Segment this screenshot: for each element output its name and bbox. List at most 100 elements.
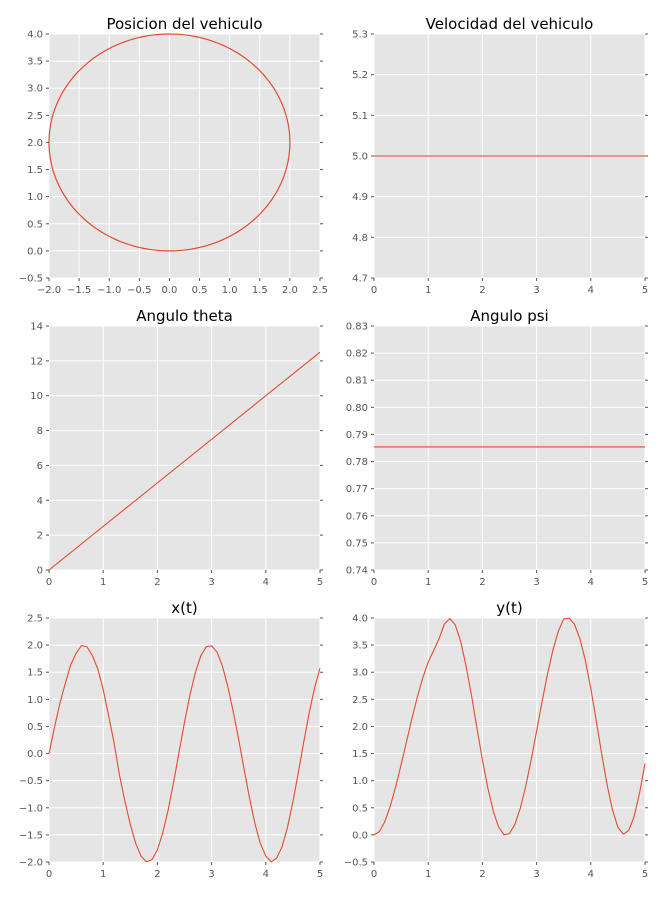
chart-title: Angulo theta bbox=[136, 307, 233, 325]
x-tick-label: 0.0 bbox=[161, 285, 177, 296]
y-tick-label: 0.77 bbox=[346, 484, 368, 495]
y-tick-label: −0.5 bbox=[19, 776, 43, 787]
y-tick-label: 0 bbox=[37, 566, 43, 577]
x-tick-label: 1.5 bbox=[252, 285, 268, 296]
y-tick-label: 1.0 bbox=[27, 192, 43, 203]
y-tick-label: 0.75 bbox=[346, 538, 368, 549]
subplot-x-t: 0 1 2 3 4 5 −2.0 −1.5 −1.0 −0.5 0.0 0.5 1.0 1.5 2.0 2.5… bbox=[19, 599, 323, 880]
x-tick-label: 5 bbox=[317, 577, 323, 588]
grid bbox=[373, 325, 646, 571]
x-tick-label: 1 bbox=[100, 869, 106, 880]
x-tick-label: 0 bbox=[46, 869, 52, 880]
data-layer bbox=[373, 617, 646, 836]
x-tick-label: 4 bbox=[588, 869, 594, 880]
y-tick-label: −0.5 bbox=[344, 858, 368, 869]
y-tick-label: −0.5 bbox=[19, 274, 43, 285]
y-tick-label: 8 bbox=[37, 426, 43, 437]
axis-ticks: 0 1 2 3 4 5 −0.5 0.0 0.5 1.0 1.5 2.0 2.5 3.0 3.5 4.0 bbox=[344, 614, 648, 881]
data-layer bbox=[48, 33, 291, 252]
chart-title: y(t) bbox=[496, 599, 522, 617]
x-tick-label: 1 bbox=[100, 577, 106, 588]
subplot-posicion: −2.0 −1.5 −1.0 −0.5 0.0 0.5 1.0 1.5 2.0 2.5 −0.5 0.… bbox=[19, 15, 328, 296]
y-tick-label: 2.5 bbox=[352, 695, 368, 706]
plot-area bbox=[49, 618, 320, 862]
x-tick-label: −2.0 bbox=[37, 285, 61, 296]
y-tick-label: 3.5 bbox=[27, 57, 43, 68]
y-tick-label: 2.0 bbox=[27, 138, 43, 149]
y-tick-label: 0.83 bbox=[346, 322, 368, 333]
y-tick-label: 0.80 bbox=[346, 403, 368, 414]
y-tick-label: 0.5 bbox=[352, 803, 368, 814]
y-tick-label: 3.0 bbox=[352, 668, 368, 679]
y-tick-label: 14 bbox=[30, 322, 43, 333]
data-layer bbox=[48, 351, 321, 571]
x-tick-label: 0 bbox=[371, 577, 377, 588]
series-line bbox=[48, 351, 321, 571]
x-tick-label: 0 bbox=[46, 577, 52, 588]
series-line bbox=[373, 617, 646, 836]
plot-area bbox=[49, 326, 320, 570]
x-tick-label: 2 bbox=[154, 869, 160, 880]
chart-title: Angulo psi bbox=[470, 307, 548, 325]
x-tick-label: 0 bbox=[371, 285, 377, 296]
axis-ticks: 0 1 2 3 4 5 0.74 0.75 0.76 0.77 0.78 0.79 0.80 0.81 0.… bbox=[346, 322, 648, 589]
x-tick-label: 4 bbox=[263, 577, 269, 588]
subplot-velocidad: 0 1 2 3 4 5 4.7 4.8 4.9 5.0 5.1 5.2 5.3 Velocidad de… bbox=[352, 15, 648, 296]
x-tick-label: 2.0 bbox=[282, 285, 298, 296]
x-tick-label: −1.0 bbox=[97, 285, 121, 296]
x-tick-label: 1 bbox=[425, 869, 431, 880]
grid bbox=[48, 325, 321, 571]
y-tick-label: 4.0 bbox=[352, 614, 368, 625]
y-tick-label: 0.81 bbox=[346, 376, 368, 387]
plot-area bbox=[374, 326, 645, 570]
y-tick-label: 0.0 bbox=[352, 830, 368, 841]
y-tick-label: 2.0 bbox=[352, 722, 368, 733]
x-tick-label: 4 bbox=[588, 285, 594, 296]
y-tick-label: 12 bbox=[30, 356, 43, 367]
y-tick-label: 0.82 bbox=[346, 349, 368, 360]
plot-area bbox=[49, 34, 320, 278]
y-tick-label: 0.79 bbox=[346, 430, 368, 441]
y-tick-label: 2.5 bbox=[27, 111, 43, 122]
y-tick-label: 3.0 bbox=[27, 84, 43, 95]
y-tick-label: 4.0 bbox=[27, 30, 43, 41]
y-tick-label: 0.74 bbox=[346, 566, 368, 577]
series-line bbox=[48, 33, 291, 252]
y-tick-label: 5.1 bbox=[352, 111, 368, 122]
y-tick-label: 0.76 bbox=[346, 511, 368, 522]
axis-ticks: −2.0 −1.5 −1.0 −0.5 0.0 0.5 1.0 1.5 2.0 2.5 −0.5 0.… bbox=[19, 30, 328, 297]
x-tick-label: 4 bbox=[588, 577, 594, 588]
chart-title: Posicion del vehiculo bbox=[106, 15, 262, 33]
x-tick-label: 3 bbox=[208, 577, 214, 588]
x-tick-label: 5 bbox=[642, 285, 648, 296]
x-tick-label: 3 bbox=[208, 869, 214, 880]
x-tick-label: −0.5 bbox=[127, 285, 151, 296]
y-tick-label: 6 bbox=[37, 461, 43, 472]
y-tick-label: 4.8 bbox=[352, 233, 368, 244]
y-tick-label: 2.0 bbox=[27, 641, 43, 652]
x-tick-label: 2 bbox=[479, 285, 485, 296]
y-tick-label: −1.0 bbox=[19, 803, 43, 814]
x-tick-label: 3 bbox=[533, 285, 539, 296]
x-tick-label: 5 bbox=[317, 869, 323, 880]
grid bbox=[48, 617, 321, 863]
x-tick-label: 3 bbox=[533, 577, 539, 588]
grid bbox=[48, 33, 321, 279]
y-tick-label: 5.3 bbox=[352, 30, 368, 41]
x-tick-label: 0.5 bbox=[192, 285, 208, 296]
y-tick-label: 0.0 bbox=[27, 749, 43, 760]
x-tick-label: 2 bbox=[154, 577, 160, 588]
chart-title: x(t) bbox=[171, 599, 197, 617]
x-tick-label: 1 bbox=[425, 577, 431, 588]
y-tick-label: 1.5 bbox=[27, 165, 43, 176]
x-tick-label: 3 bbox=[533, 869, 539, 880]
axis-ticks: 0 1 2 3 4 5 −2.0 −1.5 −1.0 −0.5 0.0 0.5 1.0 1.5 2.0 2.5 bbox=[19, 614, 323, 881]
x-tick-label: 1.0 bbox=[222, 285, 238, 296]
plot-area bbox=[374, 618, 645, 862]
x-tick-label: 2.5 bbox=[312, 285, 328, 296]
y-tick-label: 2 bbox=[37, 531, 43, 542]
y-tick-label: 1.5 bbox=[352, 749, 368, 760]
y-tick-label: 5.0 bbox=[352, 152, 368, 163]
